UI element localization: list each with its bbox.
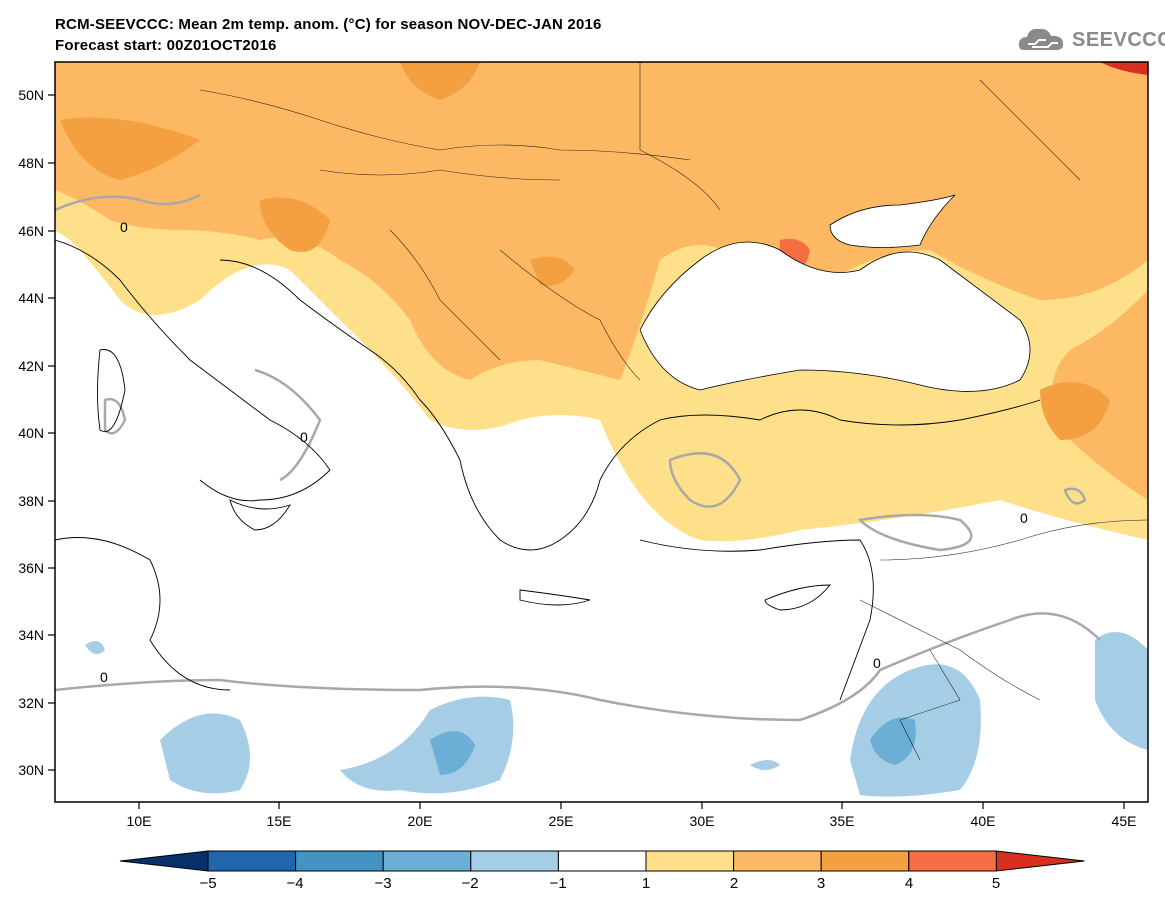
lat-label: 32N bbox=[18, 695, 44, 711]
colorbar-label: −3 bbox=[374, 875, 392, 892]
lon-label: 20E bbox=[408, 813, 433, 829]
colorbar-segment bbox=[733, 850, 822, 872]
colorbar-label: 1 bbox=[641, 875, 651, 892]
lat-label: 48N bbox=[18, 155, 44, 171]
colorbar-segment bbox=[295, 850, 384, 872]
colorbar-segment bbox=[820, 850, 910, 872]
lat-label: 50N bbox=[18, 87, 44, 103]
country-borders bbox=[199, 62, 1148, 761]
coastlines bbox=[55, 239, 1041, 701]
contour-label: 0 bbox=[300, 429, 308, 445]
colorbar-label: −5 bbox=[199, 875, 217, 892]
map-title: RCM-SEEVCCC: Mean 2m temp. anom. (°C) fo… bbox=[55, 16, 602, 33]
contour-label: 0 bbox=[1020, 510, 1028, 526]
lat-label: 42N bbox=[18, 358, 44, 374]
lon-label: 30E bbox=[690, 813, 715, 829]
lat-label: 34N bbox=[18, 627, 44, 643]
colorbar-label: −1 bbox=[549, 875, 567, 892]
contour-label: 0 bbox=[873, 655, 881, 671]
colorbar-label: 3 bbox=[816, 875, 826, 892]
colorbar-label: 4 bbox=[904, 875, 914, 892]
colorbar-segment bbox=[207, 850, 297, 872]
colorbar-segment bbox=[995, 850, 1085, 872]
lat-label: 30N bbox=[18, 762, 44, 778]
seevccc-logo-icon bbox=[1018, 28, 1064, 50]
colorbar-label: 5 bbox=[991, 875, 1001, 892]
lat-label: 46N bbox=[18, 223, 44, 239]
contour-label: 0 bbox=[100, 669, 108, 685]
lon-label: 10E bbox=[127, 813, 152, 829]
lat-label: 40N bbox=[18, 425, 44, 441]
colorbar-segment bbox=[908, 850, 997, 872]
lat-ticks bbox=[48, 94, 55, 771]
anomaly-field: 0 0 0 0 0 bbox=[55, 62, 1148, 802]
colorbar-segment bbox=[645, 850, 735, 872]
lon-label: 25E bbox=[549, 813, 574, 829]
forecast-start-label: Forecast start: 00Z01OCT2016 bbox=[55, 37, 277, 54]
lon-label: 15E bbox=[267, 813, 292, 829]
lat-label: 38N bbox=[18, 493, 44, 509]
colorbar-label: 2 bbox=[729, 875, 739, 892]
lon-label: 45E bbox=[1112, 813, 1137, 829]
lon-label: 35E bbox=[830, 813, 855, 829]
lat-label: 44N bbox=[18, 290, 44, 306]
colorbar-label: −2 bbox=[461, 875, 479, 892]
logo-text: SEEVCCC bbox=[1072, 29, 1165, 51]
map-frame bbox=[54, 61, 1149, 803]
colorbar-segment bbox=[119, 850, 209, 872]
colorbar-segment bbox=[382, 850, 472, 872]
lat-label: 36N bbox=[18, 560, 44, 576]
colorbar-segment bbox=[557, 850, 647, 872]
colorbar-label: −4 bbox=[286, 875, 304, 892]
zero-contours bbox=[55, 193, 1101, 722]
lon-label: 40E bbox=[971, 813, 996, 829]
contour-label: 0 bbox=[120, 219, 128, 235]
colorbar bbox=[119, 850, 1085, 872]
lon-ticks bbox=[138, 802, 1125, 809]
colorbar-segment bbox=[470, 850, 559, 872]
